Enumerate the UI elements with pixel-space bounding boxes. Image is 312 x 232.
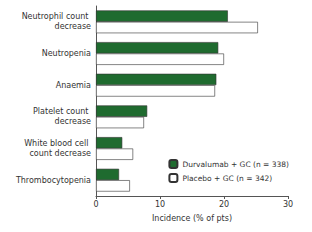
svg-text:Platelet count: Platelet count <box>33 107 91 116</box>
svg-text:count decrease: count decrease <box>29 149 91 158</box>
svg-text:White blood cell: White blood cell <box>24 139 91 148</box>
svg-text:Neutrophil count: Neutrophil count <box>22 12 91 21</box>
svg-text:20: 20 <box>219 200 229 209</box>
svg-text:Thrombocytopenia: Thrombocytopenia <box>15 176 91 185</box>
svg-text:Placebo + GC (n = 342): Placebo + GC (n = 342) <box>182 174 272 183</box>
svg-text:Anaemia: Anaemia <box>56 81 91 90</box>
svg-text:Incidence (% of pts): Incidence (% of pts) <box>152 214 232 223</box>
svg-text:Durvalumab + GC (n = 338): Durvalumab + GC (n = 338) <box>182 160 289 169</box>
svg-text:decrease: decrease <box>55 117 92 126</box>
svg-text:0: 0 <box>93 200 98 209</box>
svg-text:10: 10 <box>155 200 165 209</box>
svg-text:Neutropenia: Neutropenia <box>42 49 91 58</box>
svg-text:decrease: decrease <box>55 22 92 31</box>
svg-text:30: 30 <box>283 200 293 209</box>
